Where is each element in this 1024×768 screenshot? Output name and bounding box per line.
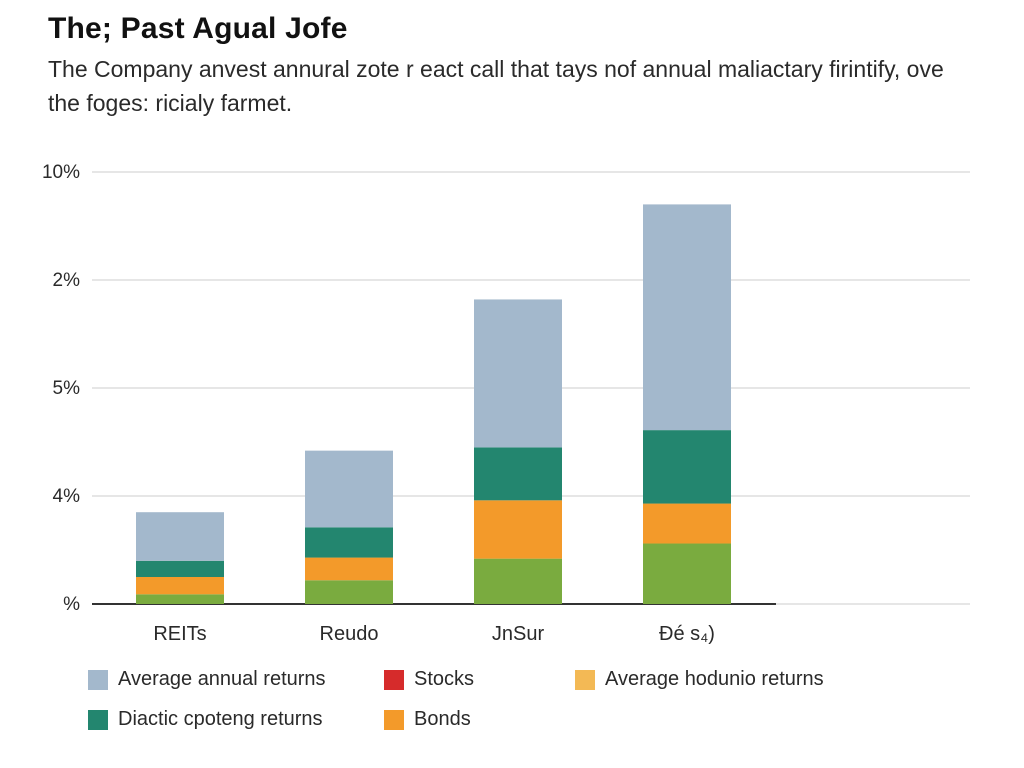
legend-item: Average hodunio returns (575, 668, 824, 691)
legend-label: Average hodunio returns (605, 668, 824, 690)
bar-segment (136, 577, 224, 595)
bar-segment (305, 450, 393, 528)
y-tick-label: 4% (53, 486, 81, 507)
legend-swatch (384, 669, 404, 690)
legend-label: Diactic cpoteng returns (118, 708, 323, 730)
legend-label: Stocks (414, 668, 475, 690)
legend-swatch (88, 709, 108, 730)
bar-segment (136, 560, 224, 577)
legend-label: Bonds (414, 708, 471, 730)
y-tick-label: 10% (42, 162, 80, 183)
bar-segment (136, 594, 224, 604)
bar-segment (643, 430, 731, 504)
bar-segment (474, 299, 562, 448)
legend-swatch (88, 669, 108, 690)
bar-segment (305, 557, 393, 581)
y-tick-label: 5% (53, 378, 81, 399)
legend-item: Bonds (384, 708, 471, 731)
bar-segment (643, 543, 731, 604)
bar-segment (474, 447, 562, 501)
legend-item: Average annual returns (88, 668, 326, 691)
bar-segment (136, 512, 224, 561)
legend-item: Diactic cpoteng returns (88, 708, 323, 731)
x-category-label: REITs (153, 623, 206, 645)
x-category-label: Ðé s₄) (659, 623, 715, 645)
chart-legend: Average annual returns Stocks Average hodu… (88, 668, 988, 748)
bar-segment (643, 204, 731, 431)
x-category-label: JnSur (492, 623, 545, 645)
legend-swatch (575, 669, 595, 690)
bar-segment (305, 580, 393, 604)
bar-segment (305, 527, 393, 558)
y-tick-label: % (63, 594, 80, 615)
chart-title: The; Past Agual Jofe (48, 12, 348, 45)
legend-swatch (384, 709, 404, 730)
bar-segment (474, 500, 562, 559)
stacked-bar-chart: % 4% 5% 2% 10% REITs Reudo JnSur Ðé s₄) (42, 162, 970, 645)
bar-segment (474, 558, 562, 604)
x-category-label: Reudo (320, 623, 379, 645)
y-tick-label: 2% (53, 270, 81, 291)
legend-item: Stocks (384, 668, 474, 691)
chart-subtitle: The Company anvest annural zote r eact c… (48, 56, 944, 116)
legend-label: Average annual returns (118, 668, 326, 690)
bar-segment (643, 503, 731, 544)
